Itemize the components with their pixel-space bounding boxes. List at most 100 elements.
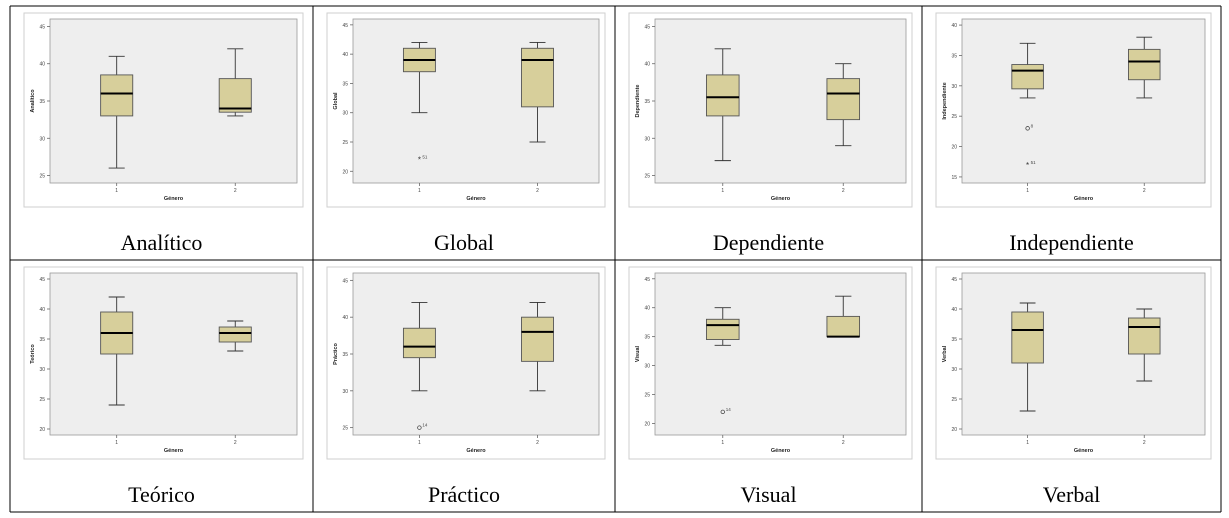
- y-tick-label: 35: [342, 352, 348, 358]
- plot-area: [961, 18, 1206, 184]
- y-tick-label: 35: [644, 99, 650, 105]
- box-series-1: [100, 296, 134, 406]
- iqr-box: [100, 74, 134, 117]
- outlier-point: [417, 425, 422, 430]
- y-axis-label: Visual: [635, 345, 641, 362]
- boxplot-4: 15 20 25 30 35 40 Independiente 1 2 Género 8 * 51 Ind…: [935, 12, 1212, 255]
- y-tick-label: 30: [644, 136, 650, 142]
- iqr-box: [1128, 317, 1161, 355]
- x-tick-label: 2: [536, 440, 539, 446]
- outlier-point: *: [418, 156, 421, 165]
- x-axis-label: Género: [771, 448, 791, 454]
- y-tick-label: 45: [342, 23, 348, 29]
- y-tick-label: 25: [644, 393, 650, 399]
- y-tick-label: 25: [644, 174, 650, 180]
- x-axis-label: Género: [771, 196, 791, 202]
- caption: Independiente: [1009, 230, 1134, 255]
- outlier-label: 14: [422, 423, 428, 428]
- y-tick-label: 40: [951, 23, 957, 29]
- y-tick-label: 20: [951, 427, 957, 433]
- iqr-box: [826, 78, 861, 121]
- y-tick-label: 25: [39, 174, 45, 180]
- iqr-box: [218, 78, 252, 113]
- x-tick-label: 2: [234, 188, 237, 194]
- x-axis-label: Género: [164, 196, 184, 202]
- x-tick-label: 1: [418, 188, 421, 194]
- box-series-2: [1128, 308, 1161, 382]
- caption: Dependiente: [713, 230, 824, 255]
- box-series-2: [1128, 36, 1161, 99]
- box-series-2: [521, 302, 554, 392]
- caption: Global: [434, 230, 494, 255]
- y-tick-label: 30: [39, 136, 45, 142]
- x-tick-label: 1: [721, 188, 724, 194]
- y-tick-label: 40: [951, 307, 957, 313]
- x-axis-label: Género: [164, 448, 184, 454]
- y-tick-label: 25: [342, 426, 348, 432]
- y-axis-label: Global: [333, 92, 339, 110]
- y-tick-label: 35: [644, 335, 650, 341]
- x-axis-label: Género: [466, 448, 486, 454]
- caption: Práctico: [428, 482, 500, 507]
- y-tick-label: 40: [39, 62, 45, 68]
- y-tick-label: 40: [342, 52, 348, 58]
- y-tick-label: 30: [951, 84, 957, 90]
- y-tick-label: 35: [39, 99, 45, 105]
- box-series-1: [706, 48, 740, 162]
- iqr-box: [521, 316, 554, 362]
- boxplot-3: 25 30 35 40 45 Dependiente 1 2 Género Dependiente: [628, 12, 913, 255]
- boxplot-1: 25 30 35 40 45 Analítico 1 2 Género Analítico: [23, 12, 304, 255]
- y-tick-label: 30: [342, 389, 348, 395]
- outlier-point: [720, 409, 725, 415]
- y-tick-label: 20: [39, 427, 45, 433]
- x-tick-label: 2: [842, 440, 845, 446]
- y-tick-label: 45: [644, 277, 650, 283]
- box-series-1: [100, 55, 134, 169]
- box-series-1: * 51: [402, 41, 436, 165]
- y-tick-label: 30: [644, 364, 650, 370]
- y-tick-label: 25: [951, 397, 957, 403]
- iqr-box: [826, 315, 861, 338]
- iqr-box: [402, 327, 436, 359]
- y-tick-label: 45: [39, 24, 45, 30]
- boxplot-5: 20 25 30 35 40 45 Teórico 1 2 Género Teórico: [23, 266, 304, 507]
- outlier-label: 14: [726, 407, 732, 412]
- iqr-box: [218, 326, 252, 343]
- y-tick-label: 25: [951, 114, 957, 120]
- boxplot-2: 20 25 30 35 40 45 Global 1 2 Género * 51 Global: [326, 12, 606, 255]
- iqr-box: [706, 318, 740, 340]
- iqr-box: [1011, 311, 1044, 364]
- y-tick-label: 30: [342, 111, 348, 117]
- y-tick-label: 35: [39, 337, 45, 343]
- y-tick-label: 25: [39, 397, 45, 403]
- plot-area: [352, 18, 600, 184]
- box-series-1: 14: [706, 307, 740, 415]
- x-tick-label: 2: [1143, 440, 1146, 446]
- y-tick-label: 20: [951, 145, 957, 151]
- x-tick-label: 1: [1026, 188, 1029, 194]
- y-tick-label: 25: [342, 140, 348, 146]
- y-tick-label: 45: [951, 277, 957, 283]
- x-tick-label: 2: [842, 188, 845, 194]
- plot-area: [654, 272, 907, 436]
- y-axis-label: Verbal: [942, 345, 948, 362]
- plot-area: [49, 272, 298, 436]
- y-axis-label: Práctico: [333, 343, 339, 365]
- outlier-point: [1025, 126, 1030, 131]
- x-axis-label: Género: [1074, 196, 1094, 202]
- y-axis-label: Independiente: [942, 82, 948, 119]
- plot-area: [654, 18, 907, 184]
- box-series-2: [218, 320, 252, 352]
- y-tick-label: 35: [951, 337, 957, 343]
- y-tick-label: 40: [39, 307, 45, 313]
- y-axis-label: Dependiente: [635, 84, 641, 117]
- y-tick-label: 35: [951, 53, 957, 59]
- caption: Verbal: [1043, 482, 1100, 507]
- iqr-box: [1011, 64, 1044, 90]
- iqr-box: [706, 74, 740, 117]
- x-tick-label: 2: [1143, 188, 1146, 194]
- y-tick-label: 45: [644, 24, 650, 30]
- y-tick-label: 45: [39, 277, 45, 283]
- caption: Analítico: [121, 230, 203, 255]
- x-tick-label: 1: [1026, 440, 1029, 446]
